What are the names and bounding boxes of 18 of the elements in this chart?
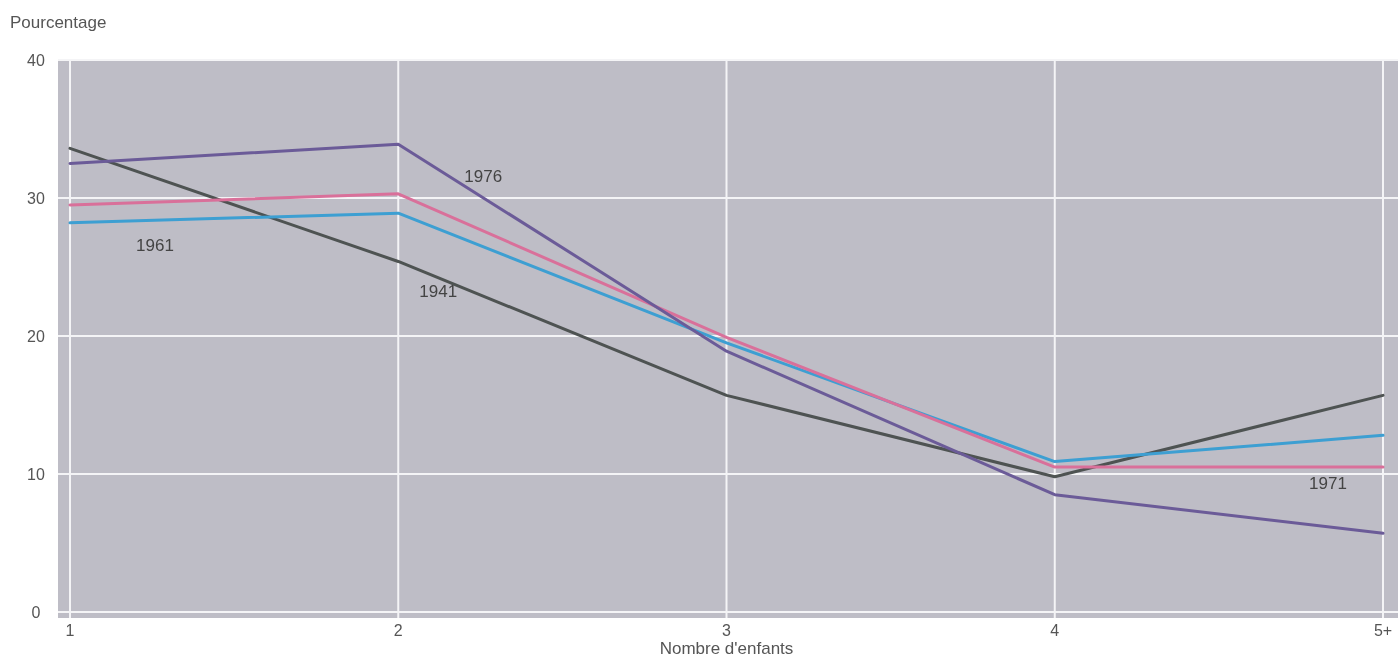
line-series [68, 146, 1385, 479]
x-tick-label: 2 [393, 622, 403, 639]
y-tick-label: 30 [27, 189, 45, 207]
line-series [68, 142, 1385, 535]
x-tick-label: 3 [722, 622, 732, 639]
y-tick-label: 20 [27, 327, 45, 345]
y-axis-title: Pourcentage [10, 13, 107, 32]
series-label: 1976 [464, 167, 503, 187]
series-label: 1941 [419, 282, 458, 302]
x-tick-label: 4 [1050, 622, 1060, 639]
series-label: 1961 [136, 235, 174, 255]
x-tick-label: 5+ [1373, 622, 1393, 639]
y-tick-label: 10 [27, 465, 45, 483]
series-label: 1971 [1309, 474, 1347, 494]
y-tick-label: 40 [27, 51, 45, 69]
y-tick-label: 0 [31, 603, 41, 621]
x-tick-label: 1 [65, 622, 75, 639]
x-axis-title: Nombre d'enfants [659, 639, 794, 658]
